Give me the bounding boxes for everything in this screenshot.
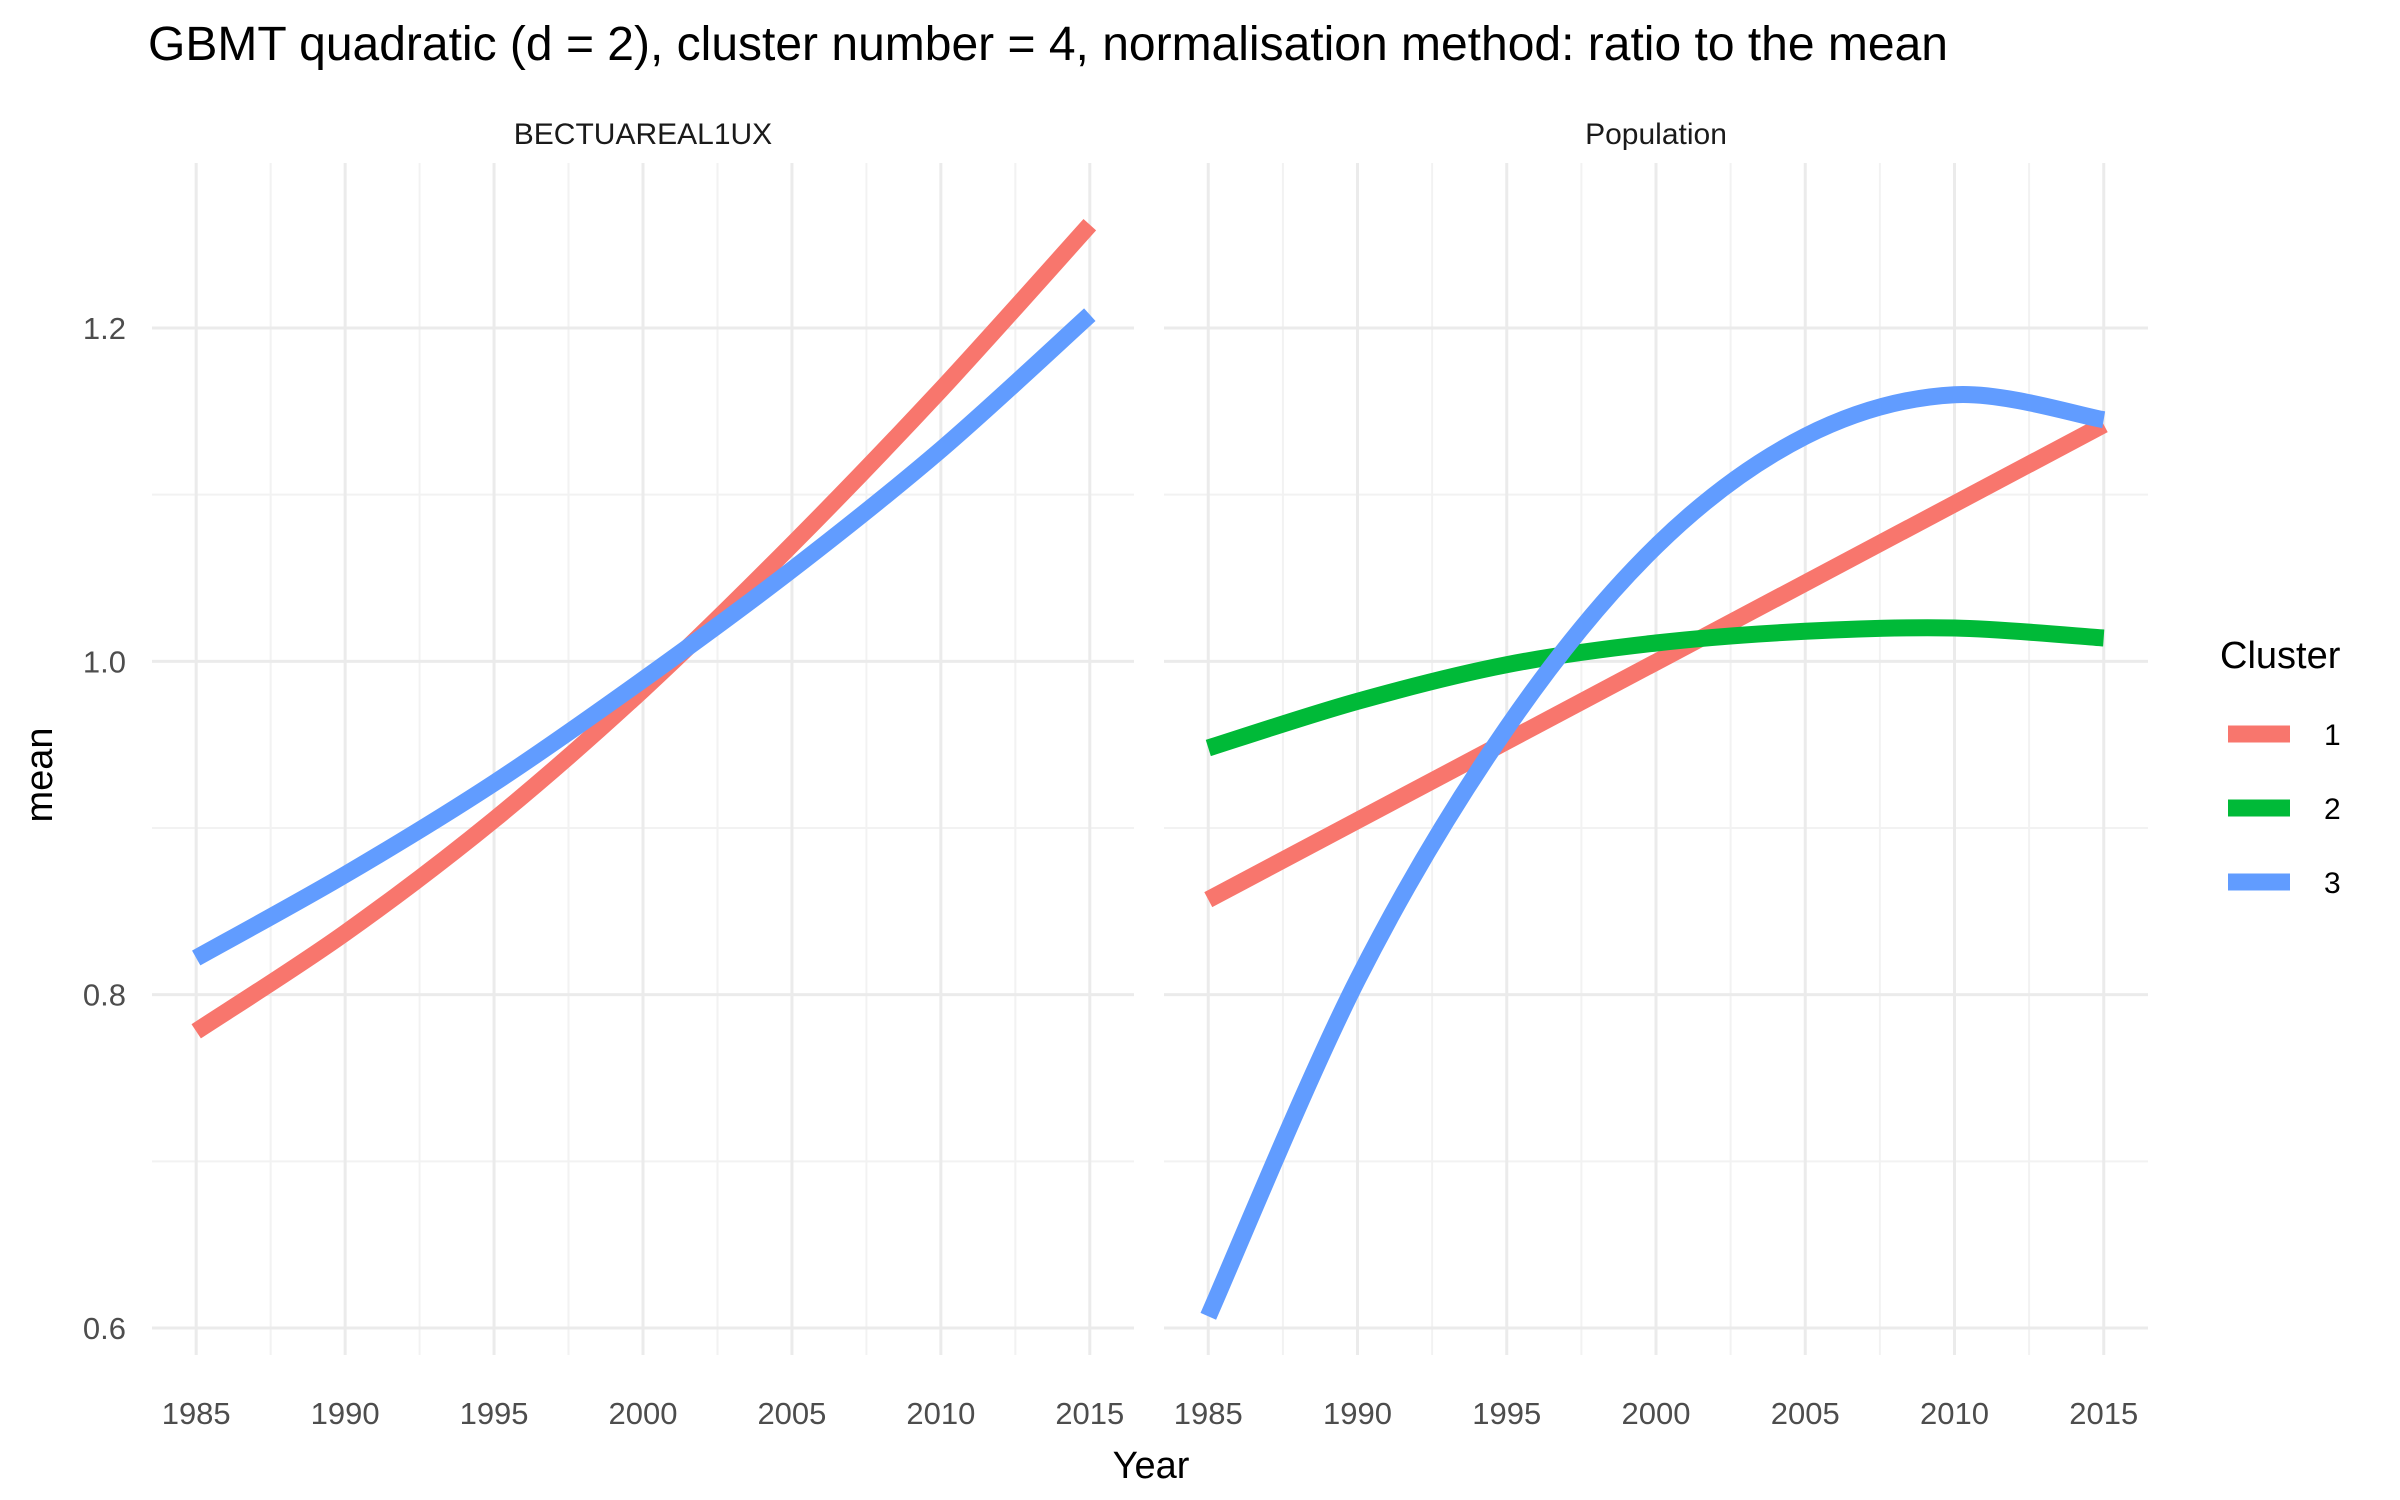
panel-population: Population 1985 1990 1995 2000 2005 2010 2015: [1164, 118, 2148, 1431]
x-axis-title: Year: [1113, 1445, 1190, 1487]
legend-title: Cluster: [2220, 635, 2341, 677]
x-tick-labels: 1985 1990 1995 2000 2005 2010 2015: [1174, 1396, 2138, 1431]
y-axis-title: mean: [19, 727, 61, 822]
series-line-cluster-3: [192, 308, 1096, 966]
x-tick-label: 1990: [1323, 1396, 1392, 1431]
panel-bectuareal1ux: BECTUAREAL1UX 1985 1990 1995 2000 2005 2010 20…: [152, 118, 1134, 1431]
chart-title: GBMT quadratic (d = 2), cluster number =…: [148, 18, 1948, 71]
x-tick-label: 1995: [460, 1396, 529, 1431]
panel-series: [191, 219, 1097, 1039]
panel-grid: [152, 163, 1134, 1355]
x-tick-label: 1985: [1174, 1396, 1243, 1431]
x-tick-label: 1995: [1472, 1396, 1541, 1431]
legend-label-cluster-1: 1: [2324, 719, 2341, 752]
legend-label-cluster-2: 2: [2324, 793, 2341, 826]
x-tick-label: 2005: [1771, 1396, 1840, 1431]
x-tick-label: 1990: [311, 1396, 380, 1431]
y-tick-label: 0.6: [83, 1311, 126, 1346]
panel-series: [1200, 386, 2108, 1320]
y-tick-labels: 0.6 0.8 1.0 1.2: [83, 311, 126, 1346]
series-line-cluster-2: [1205, 619, 2105, 757]
series-line-cluster-1: [1204, 417, 2108, 908]
x-tick-label: 2010: [906, 1396, 975, 1431]
legend-label-cluster-3: 3: [2324, 867, 2341, 900]
y-tick-label: 1.0: [83, 644, 126, 679]
x-tick-label: 1985: [162, 1396, 231, 1431]
legend-items: 1 2 3: [2228, 719, 2341, 900]
x-tick-label: 2000: [1622, 1396, 1691, 1431]
x-tick-label: 2015: [2069, 1396, 2138, 1431]
x-tick-label: 2015: [1055, 1396, 1124, 1431]
x-tick-labels: 1985 1990 1995 2000 2005 2010 2015: [162, 1396, 1125, 1431]
series-line-cluster-3: [1200, 386, 2106, 1320]
y-tick-label: 0.8: [83, 978, 126, 1013]
x-tick-label: 2005: [757, 1396, 826, 1431]
panel-grid: [1164, 163, 2148, 1355]
y-tick-label: 1.2: [83, 311, 126, 346]
strip-label-bectuareal1ux: BECTUAREAL1UX: [514, 118, 772, 151]
x-tick-label: 2000: [609, 1396, 678, 1431]
strip-label-population: Population: [1585, 118, 1727, 151]
x-tick-label: 2010: [1920, 1396, 1989, 1431]
legend: Cluster 1 2 3: [2220, 635, 2341, 900]
